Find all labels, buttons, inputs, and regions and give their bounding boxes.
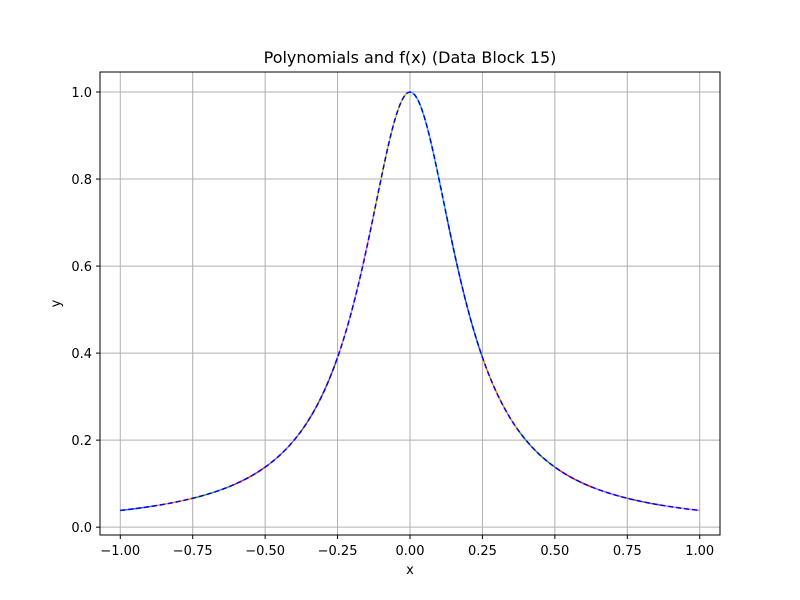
plot-lines [120,91,700,512]
grid [100,72,720,535]
x-tick-label: 1.00 [685,544,714,559]
x-tick-label: 0.00 [396,544,425,559]
x-axis-label: x [406,563,414,578]
y-tick-label: 0.6 [71,260,92,275]
chart-title: Polynomials and f(x) (Data Block 15) [264,48,557,67]
y-tick-label: 0.0 [71,521,92,536]
f-x-dashed-line [120,91,700,512]
x-tick-label: 0.50 [540,544,569,559]
y-tick-label: 0.8 [71,173,92,188]
x-tick-label: −0.25 [318,544,358,559]
polynomial-piece-line [300,357,339,432]
ticks: −1.00 −0.75 −0.50 −0.25 0.00 0.25 0.50 0.75 1.00… [71,86,714,559]
x-tick-label: −0.75 [173,544,213,559]
x-tick-label: −1.00 [100,544,140,559]
x-tick-label: −0.50 [245,544,285,559]
y-tick-label: 0.4 [71,347,92,362]
x-tick-label: 0.75 [613,544,642,559]
y-tick-label: 1.0 [71,86,92,101]
y-axis-label: y [49,299,64,307]
polynomial-piece-line [518,430,556,468]
x-tick-label: 0.25 [468,544,497,559]
y-tick-label: 0.2 [71,434,92,449]
